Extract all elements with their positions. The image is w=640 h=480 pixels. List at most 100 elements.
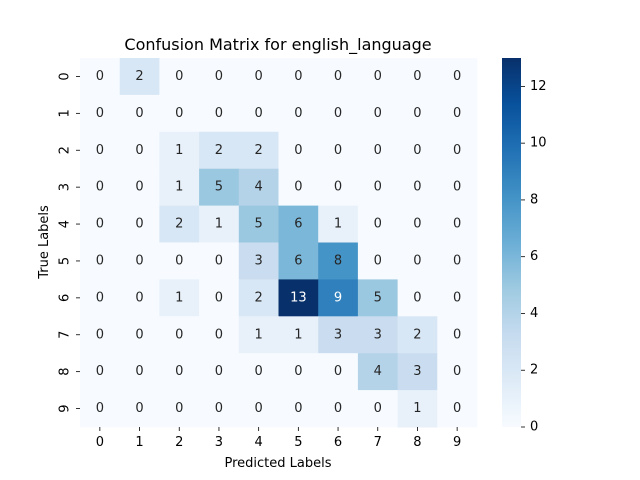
heatmap-cell [278, 316, 319, 354]
heatmap-cell [357, 168, 399, 207]
heatmap-cell [437, 279, 478, 317]
heatmap-cell [119, 168, 160, 207]
cell-value-label: 0 [255, 364, 263, 379]
cell-value-label: 0 [374, 217, 382, 232]
heatmap-cell [278, 168, 319, 207]
heatmap-cell [318, 353, 359, 391]
heatmap-cell [357, 316, 399, 354]
colorbar: 0 2 4 6 8 10 12 [502, 58, 547, 435]
cell-value-label: 0 [215, 401, 223, 416]
heatmap-cell [119, 205, 160, 243]
cell-value-label: 0 [96, 217, 104, 232]
y-tick-label: 7 [58, 331, 73, 339]
heatmap-cell [199, 316, 240, 354]
heatmap-cell [357, 58, 399, 96]
cell-value-label: 1 [215, 217, 223, 232]
cell-value-label: 0 [96, 327, 104, 342]
heatmap-cell [80, 316, 121, 354]
cell-value-label: 0 [96, 401, 104, 416]
cell-value-label: 0 [374, 143, 382, 158]
heatmap-cell [119, 242, 160, 280]
cell-value-label: 0 [413, 217, 421, 232]
heatmap-cell [318, 205, 359, 243]
heatmap-cell [80, 242, 121, 280]
heatmap-cell [437, 58, 478, 96]
heatmap-cell [318, 131, 359, 170]
cell-value-label: 0 [215, 364, 223, 379]
heatmap-cell [159, 131, 200, 170]
cell-value-label: 8 [334, 253, 342, 268]
cell-value-label: 0 [334, 364, 342, 379]
colorbar-tick-label: 4 [530, 306, 538, 321]
heatmap-cell [199, 242, 240, 280]
cell-value-label: 0 [96, 106, 104, 121]
heatmap-cell [159, 390, 200, 428]
cell-value-label: 0 [453, 327, 461, 342]
cell-value-label: 0 [413, 290, 421, 305]
heatmap-cell [238, 131, 279, 170]
cell-value-label: 4 [255, 180, 263, 195]
heatmap-cell [159, 353, 200, 391]
cell-value-label: 0 [135, 290, 143, 305]
colorbar-tick-label: 6 [530, 249, 538, 264]
heatmap-cell [397, 390, 438, 428]
cell-value-label: 0 [175, 253, 183, 268]
x-tick-label: 8 [413, 435, 421, 450]
colorbar-tick-label: 8 [530, 192, 538, 207]
heatmap-cell [437, 353, 478, 391]
heatmap-cell [397, 279, 438, 317]
x-tick-label: 4 [255, 435, 263, 450]
heatmap-cell [278, 353, 319, 391]
x-tick-label: 0 [96, 435, 104, 450]
cell-value-label: 0 [294, 106, 302, 121]
heatmap-cell [119, 353, 160, 391]
y-axis-ticks: 0 1 2 3 4 5 6 7 8 9 [58, 72, 80, 413]
cell-value-label: 0 [135, 143, 143, 158]
heatmap-cell [159, 242, 200, 280]
cell-value-label: 0 [374, 180, 382, 195]
cell-value-label: 0 [135, 401, 143, 416]
heatmap-cell [238, 316, 279, 354]
cell-value-label: 0 [215, 253, 223, 268]
cell-value-label: 0 [334, 69, 342, 84]
cell-value-label: 3 [413, 364, 421, 379]
heatmap-cell [357, 94, 399, 133]
cell-value-label: 0 [96, 364, 104, 379]
heatmap-cell [278, 205, 319, 243]
heatmap-cell [397, 94, 438, 133]
y-tick-label: 5 [58, 257, 73, 265]
cell-value-label: 2 [255, 143, 263, 158]
x-axis-ticks: 0 1 2 3 4 5 6 7 8 9 [96, 427, 461, 450]
cell-value-label: 0 [175, 327, 183, 342]
cell-value-label: 0 [175, 106, 183, 121]
heatmap-cell [357, 205, 399, 243]
cell-value-label: 0 [294, 180, 302, 195]
cell-value-label: 0 [453, 69, 461, 84]
cell-value-label: 0 [255, 106, 263, 121]
heatmap-cell [357, 279, 399, 317]
cell-value-label: 0 [453, 106, 461, 121]
heatmap-cell [318, 390, 359, 428]
heatmap-cells: 0 2 0 0 0 0 0 0 0 0 0 0 0 0 0 0 0 0 0 0 0 0 1 2 2 0 0 0 0 0 0 0 1 5 4 0 0 0 0 0… [80, 58, 478, 428]
y-tick-label: 0 [58, 72, 73, 80]
heatmap-cell [238, 94, 279, 133]
heatmap-cell [159, 58, 200, 96]
heatmap-cell [199, 131, 240, 170]
cell-value-label: 3 [334, 327, 342, 342]
y-axis-label: True Labels [37, 205, 52, 280]
cell-value-label: 0 [453, 143, 461, 158]
heatmap-cell [397, 205, 438, 243]
cell-value-label: 0 [175, 364, 183, 379]
cell-value-label: 0 [334, 143, 342, 158]
cell-value-label: 0 [135, 217, 143, 232]
cell-value-label: 0 [453, 217, 461, 232]
colorbar-tick-label: 2 [530, 363, 538, 378]
heatmap-cell [238, 390, 279, 428]
heatmap-cell [397, 58, 438, 96]
cell-value-label: 0 [175, 401, 183, 416]
x-tick-label: 2 [175, 435, 183, 450]
y-tick-label: 2 [58, 146, 73, 154]
y-tick-label: 6 [58, 294, 73, 302]
heatmap-cell [278, 94, 319, 133]
cell-value-label: 0 [175, 69, 183, 84]
